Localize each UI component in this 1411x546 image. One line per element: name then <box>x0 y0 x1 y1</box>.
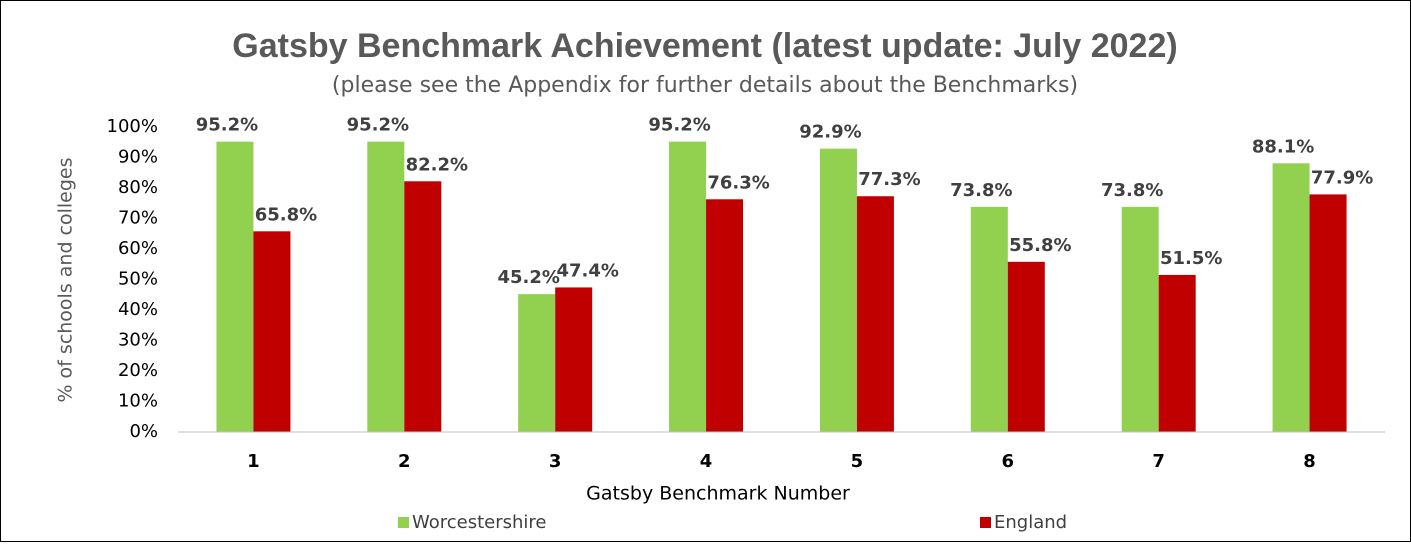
data-label: 95.2% <box>648 115 710 136</box>
bar <box>970 206 1008 432</box>
y-axis-label: % of schools and colleges <box>55 157 77 402</box>
data-label: 73.8% <box>950 180 1012 201</box>
x-axis-label: Gatsby Benchmark Number <box>586 483 850 505</box>
bar <box>706 199 744 432</box>
y-tick-label: 70% <box>118 208 158 229</box>
x-tick-label: 3 <box>549 451 562 472</box>
x-tick-label: 1 <box>247 451 260 472</box>
y-tick-label: 100% <box>107 116 158 137</box>
bar <box>253 231 291 432</box>
bar <box>404 181 442 432</box>
legend-label: Worcestershire <box>412 512 547 533</box>
data-label: 45.2% <box>497 267 559 288</box>
bar <box>819 148 857 432</box>
data-label: 55.8% <box>1009 235 1071 256</box>
y-tick-label: 50% <box>118 269 158 290</box>
y-tick-label: 80% <box>118 177 158 198</box>
bar <box>1272 163 1310 433</box>
bar <box>1158 274 1196 432</box>
x-tick-label: 8 <box>1303 451 1316 472</box>
y-tick-label: 0% <box>129 421 158 442</box>
data-label: 77.9% <box>1311 167 1373 188</box>
data-label: 77.3% <box>858 169 920 190</box>
chart-subtitle: (please see the Appendix for further det… <box>332 73 1078 98</box>
y-tick-label: 90% <box>118 147 158 168</box>
data-label: 76.3% <box>707 172 769 193</box>
bar <box>555 287 593 432</box>
legend-label: England <box>994 512 1067 533</box>
bar <box>367 141 405 432</box>
data-label: 65.8% <box>255 204 317 225</box>
x-tick-label: 4 <box>700 451 713 472</box>
data-label: 92.9% <box>799 122 861 143</box>
bar <box>1309 194 1347 432</box>
bar <box>1121 206 1159 432</box>
data-label: 73.8% <box>1101 180 1163 201</box>
data-label: 95.2% <box>347 115 409 136</box>
x-tick-label: 5 <box>851 451 864 472</box>
data-label: 51.5% <box>1160 248 1222 269</box>
data-label: 95.2% <box>196 115 258 136</box>
data-label: 47.4% <box>556 260 618 281</box>
y-tick-label: 60% <box>118 238 158 259</box>
y-tick-label: 40% <box>118 299 158 320</box>
data-label: 82.2% <box>406 154 468 175</box>
legend-swatch <box>980 517 991 528</box>
x-tick-label: 2 <box>398 451 411 472</box>
bar <box>1007 261 1045 432</box>
bar <box>216 141 254 432</box>
data-label: 88.1% <box>1252 136 1314 157</box>
y-tick-label: 30% <box>118 330 158 351</box>
bar <box>669 141 707 432</box>
bar <box>518 294 556 432</box>
y-tick-label: 20% <box>118 360 158 381</box>
chart-title: Gatsby Benchmark Achievement (latest upd… <box>232 27 1177 65</box>
legend-swatch <box>398 517 409 528</box>
x-tick-label: 7 <box>1152 451 1165 472</box>
x-tick-label: 6 <box>1002 451 1015 472</box>
bar <box>856 196 894 432</box>
y-tick-label: 10% <box>118 391 158 412</box>
